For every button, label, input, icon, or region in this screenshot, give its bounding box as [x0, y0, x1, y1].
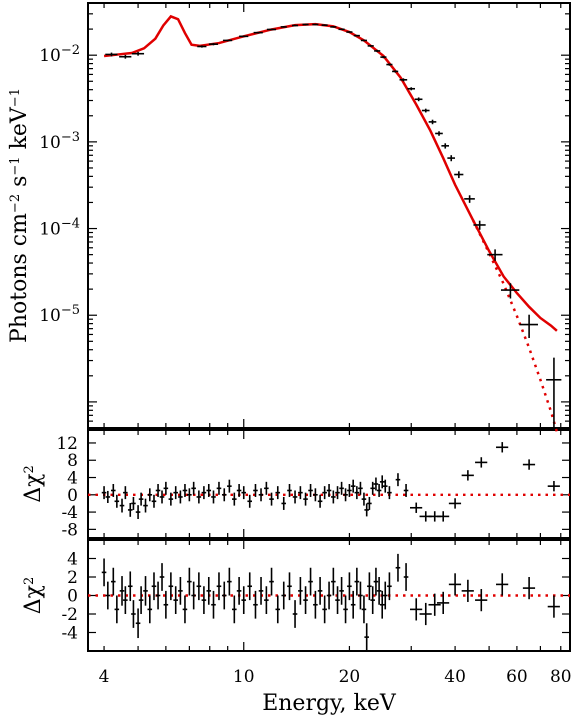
y-tick-label: 10−5: [39, 303, 80, 327]
y-tick-label: 12: [56, 434, 78, 454]
y-tick-label: -8: [61, 520, 78, 540]
y-tick-label: 2: [67, 568, 78, 588]
y-tick-label: 4: [67, 550, 78, 570]
y-tick-label: 0: [67, 587, 78, 607]
x-tick-label: 4: [99, 667, 110, 687]
y-tick-label: 10−4: [39, 216, 80, 240]
y-axis-title: Δχ2: [21, 465, 46, 503]
x-tick-label: 10: [233, 667, 255, 687]
x-axis-title: Energy, keV: [262, 691, 397, 716]
y-axis-title: Δχ2: [21, 577, 46, 615]
y-tick-label: -2: [61, 605, 78, 625]
y-tick-label: -4: [61, 503, 78, 523]
x-tick-label: 60: [506, 667, 528, 687]
x-tick-label: 20: [339, 667, 361, 687]
y-tick-label: 10−2: [39, 43, 80, 67]
y-tick-label: -4: [61, 624, 78, 644]
model-line-dotted: [471, 219, 559, 433]
model-line: [103, 14, 558, 332]
x-tick-label: 80: [550, 667, 572, 687]
y-tick-label: 0: [67, 486, 78, 506]
y-axis-title: Photons cm−2 s−1 keV−1: [7, 88, 32, 343]
y-tick-label: 8: [67, 451, 78, 471]
panel-frame-2: [87, 429, 571, 539]
y-tick-label: 10−3: [39, 129, 80, 153]
panel-frame-1: [87, 2, 571, 429]
y-tick-label: 4: [67, 469, 78, 489]
x-tick-label: 40: [444, 667, 466, 687]
